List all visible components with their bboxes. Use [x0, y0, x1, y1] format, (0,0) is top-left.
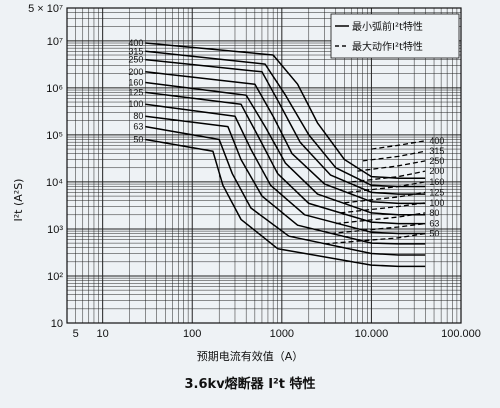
y-tick-labels: 10 10² 10³ 10⁴ 10⁵ 10⁶ 10⁷ 5 × 10⁷: [28, 3, 63, 330]
x-tick-label: 1000: [270, 328, 294, 340]
y-axis-title: I²t (A²S): [12, 179, 25, 222]
series-line-400: [145, 42, 426, 179]
series-label-right-315: 315: [429, 146, 444, 156]
series-label-left-50: 50: [133, 134, 143, 144]
series-label-right-50: 50: [429, 229, 439, 239]
series-dashed-160: [348, 181, 426, 194]
series-line-50: [145, 138, 426, 268]
series-dashed-50: [324, 232, 426, 245]
series-dashed-125: [344, 191, 426, 204]
series-dashed-80: [335, 212, 426, 225]
series-label-left-80: 80: [133, 111, 143, 121]
y-tick-label: 10⁵: [46, 130, 63, 142]
series-label-right-160: 160: [429, 177, 444, 187]
plot-frame: [66, 7, 462, 324]
series-label-left-100: 100: [128, 99, 143, 109]
series-label-left-125: 125: [128, 87, 143, 97]
series-dashed-250: [357, 160, 426, 172]
y-tick-label: 10³: [47, 224, 63, 236]
series-line-125: [145, 91, 426, 225]
y-tick-label: 10: [51, 318, 63, 330]
series-label-right-400: 400: [429, 136, 444, 146]
series-label-right-250: 250: [429, 156, 444, 166]
series-label-left-200: 200: [128, 67, 143, 77]
y-tick-label: 10²: [47, 271, 63, 283]
x-axis-title: 预期电流有效值（A）: [197, 349, 304, 363]
legend: 最小弧前I²t特性 最大动作I²t特性: [330, 13, 460, 59]
chart-title: 3.6kv熔断器 I²t 特性: [185, 376, 316, 392]
series-dashed-315: [362, 150, 426, 162]
x-tick-label: 10.000: [355, 328, 389, 340]
legend-box: [330, 13, 460, 59]
series-layer: [145, 42, 426, 268]
series-line-100: [145, 103, 426, 235]
series-label-right-80: 80: [429, 208, 439, 218]
series-dashed-400: [371, 140, 426, 150]
x-tick-label: 100: [183, 328, 201, 340]
series-label-right-200: 200: [429, 166, 444, 176]
series-label-right-125: 125: [429, 187, 444, 197]
series-label-right-100: 100: [429, 198, 444, 208]
series-line-160: [145, 81, 426, 216]
series-line-200: [145, 71, 426, 205]
y-tick-label: 10⁶: [46, 83, 63, 95]
series-line-250: [145, 58, 426, 195]
y-tick-label: 5 × 10⁷: [28, 3, 63, 15]
series-dashed-63: [330, 222, 426, 235]
x-tick-label: 5: [73, 328, 79, 340]
series-line-63: [145, 125, 426, 256]
series-line-315: [145, 50, 426, 188]
x-tick-labels: 5 10 100 1000 10.000 100.000: [73, 328, 481, 340]
legend-item-solid: 最小弧前I²t特性: [352, 20, 423, 33]
series-label-left-400: 400: [128, 38, 143, 48]
series-label-left-160: 160: [128, 78, 143, 88]
series-label-left-63: 63: [133, 122, 143, 132]
series-label-left-250: 250: [128, 55, 143, 65]
x-tick-label: 10: [97, 328, 109, 340]
y-tick-label: 10⁷: [47, 36, 63, 48]
series-dashed-100: [340, 202, 426, 214]
series-label-left-315: 315: [128, 46, 143, 56]
y-tick-label: 10⁴: [46, 177, 63, 189]
series-label-right-63: 63: [429, 219, 439, 229]
x-tick-label: 100.000: [441, 328, 481, 340]
series-dashed-200: [351, 170, 426, 183]
legend-item-dashed: 最大动作I²t特性: [352, 40, 423, 53]
series-line-80: [145, 115, 426, 245]
